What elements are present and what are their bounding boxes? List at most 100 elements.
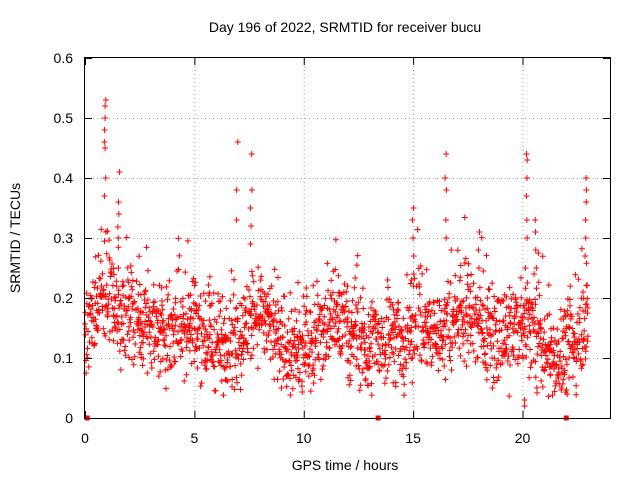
data-point — [94, 285, 101, 292]
data-point — [392, 324, 399, 331]
data-point — [389, 301, 396, 308]
data-point — [92, 253, 99, 260]
data-point — [264, 346, 271, 353]
data-point — [428, 336, 435, 343]
data-point — [495, 374, 502, 381]
data-point — [391, 358, 398, 365]
data-point — [398, 327, 405, 334]
data-point — [158, 284, 165, 291]
data-point — [247, 241, 254, 247]
data-point — [583, 199, 590, 205]
data-point — [378, 315, 385, 322]
data-point — [209, 359, 216, 366]
data-point — [239, 312, 246, 319]
data-point — [534, 351, 541, 358]
data-point — [446, 353, 453, 360]
data-point — [117, 297, 124, 304]
data-point — [194, 336, 201, 343]
data-point — [193, 345, 200, 352]
data-point — [583, 175, 590, 181]
data-point — [308, 330, 315, 337]
data-point — [207, 331, 214, 338]
data-point — [560, 376, 567, 383]
data-point — [521, 403, 528, 409]
data-point — [202, 326, 209, 333]
data-point — [558, 386, 565, 393]
data-point — [100, 325, 107, 332]
data-point — [368, 392, 375, 399]
data-point — [272, 310, 279, 317]
data-point — [426, 330, 433, 337]
data-point — [92, 316, 99, 323]
data-point — [439, 356, 446, 363]
data-point — [218, 362, 225, 369]
data-point — [535, 250, 542, 257]
data-point — [420, 340, 427, 347]
data-point — [83, 370, 90, 377]
data-point — [492, 328, 499, 335]
data-point — [164, 352, 171, 359]
data-point — [143, 244, 150, 251]
data-point — [115, 244, 122, 251]
data-point — [526, 296, 533, 303]
data-point — [232, 347, 239, 354]
data-point — [352, 322, 359, 329]
data-point — [130, 299, 137, 306]
data-point — [547, 372, 554, 379]
data-point — [510, 352, 517, 359]
data-point — [477, 312, 484, 319]
data-point — [96, 309, 103, 316]
data-point — [564, 391, 571, 398]
data-point — [233, 374, 240, 381]
data-point — [539, 384, 546, 391]
data-point — [428, 359, 435, 366]
data-point — [310, 282, 317, 289]
data-point — [401, 392, 408, 399]
data-point — [566, 324, 573, 331]
data-point — [469, 340, 476, 347]
data-point — [400, 373, 407, 380]
data-point — [284, 371, 291, 378]
data-point — [386, 336, 393, 343]
data-point — [174, 328, 181, 335]
data-point — [322, 295, 329, 302]
data-point — [409, 217, 416, 223]
data-point — [477, 297, 484, 304]
data-point — [123, 234, 130, 241]
data-point — [421, 341, 428, 348]
data-point — [570, 354, 577, 361]
data-point — [403, 271, 410, 278]
data-point — [500, 317, 507, 324]
data-point — [388, 344, 395, 351]
data-point — [140, 339, 147, 346]
data-point — [181, 378, 188, 385]
data-point — [561, 329, 568, 336]
data-point — [172, 358, 179, 365]
data-point — [384, 367, 391, 374]
data-point — [578, 245, 585, 252]
data-point — [453, 311, 460, 318]
data-point — [406, 347, 413, 354]
data-point — [204, 350, 211, 357]
data-point — [427, 345, 434, 352]
data-point — [260, 329, 267, 336]
data-point — [108, 261, 115, 268]
data-point — [344, 283, 351, 290]
data-point — [222, 364, 229, 371]
data-point — [438, 327, 445, 334]
data-point — [405, 307, 412, 314]
data-point — [122, 352, 129, 359]
data-point — [574, 345, 581, 352]
data-point — [237, 328, 244, 335]
data-point — [220, 320, 227, 327]
data-point — [474, 294, 481, 301]
data-point — [132, 341, 139, 348]
data-point — [579, 289, 586, 296]
data-point — [247, 205, 254, 211]
data-point — [523, 343, 530, 350]
data-point — [319, 366, 326, 373]
data-point — [95, 306, 102, 313]
data-point — [486, 326, 493, 333]
data-point — [505, 353, 512, 360]
data-point — [476, 307, 483, 314]
